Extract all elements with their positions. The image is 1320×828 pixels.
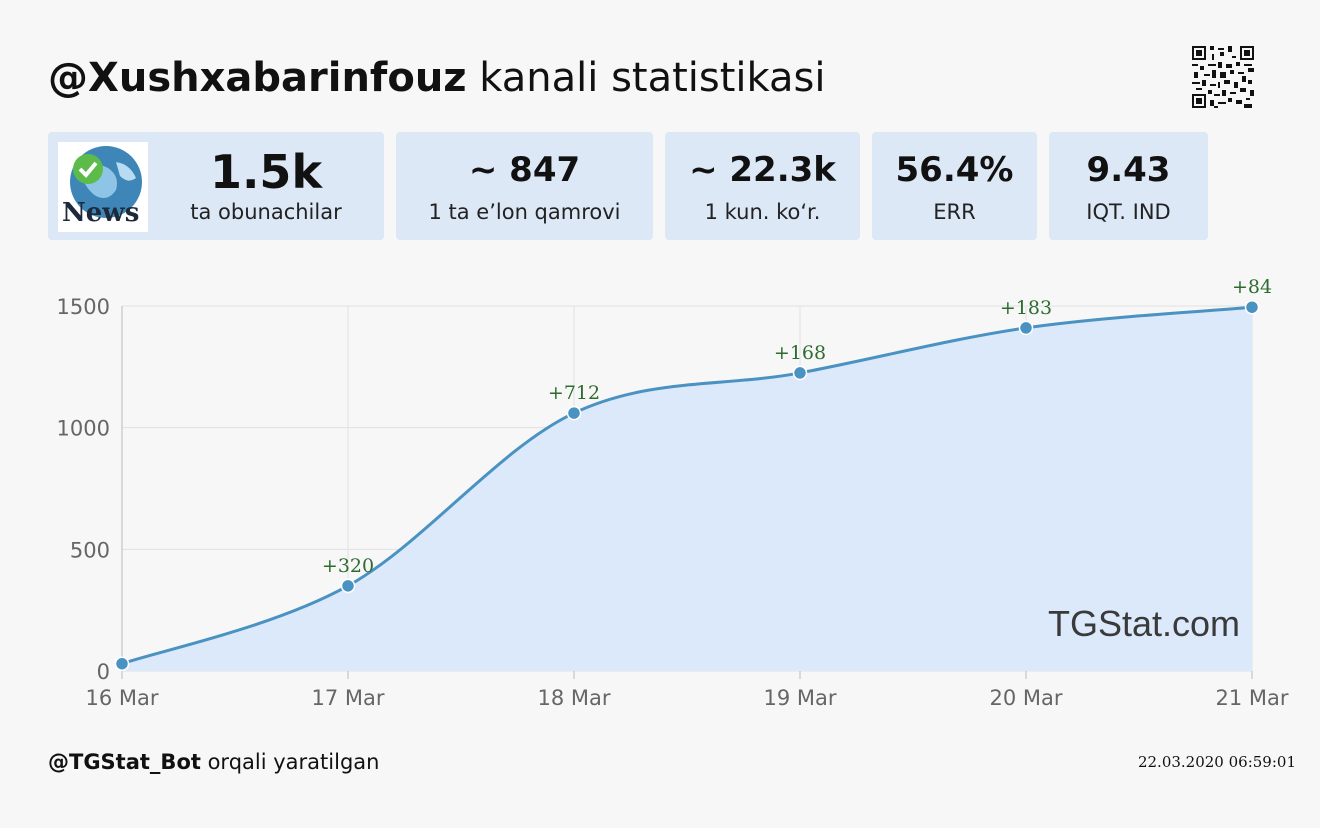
- footer-suffix: orqali yaratilgan: [200, 750, 380, 774]
- page-title: @Xushxabarinfouz kanali statistikasi: [48, 52, 825, 104]
- data-label: +712: [548, 382, 600, 404]
- err-card: 56.4% ERR: [872, 132, 1037, 240]
- avatar-text: News: [62, 198, 140, 228]
- data-label: +320: [322, 555, 374, 577]
- data-label: +168: [774, 342, 826, 364]
- data-point: [792, 365, 808, 381]
- bot-link[interactable]: @TGStat_Bot: [48, 750, 201, 774]
- post-reach-card: ~ 847 1 ta e’lon qamrovi: [396, 132, 653, 240]
- daily-views-label: 1 kun. ko‘r.: [704, 200, 821, 224]
- data-label: +84: [1232, 276, 1272, 298]
- x-tick-label: 21 Mar: [1215, 686, 1288, 710]
- post-reach-value: ~ 847: [468, 150, 581, 190]
- citation-index-card: 9.43 IQT. IND: [1049, 132, 1208, 240]
- x-tick-label: 16 Mar: [85, 686, 158, 710]
- y-tick-label: 500: [70, 538, 110, 562]
- data-point: [1018, 320, 1034, 336]
- y-tick-label: 1000: [57, 417, 110, 441]
- citation-index-label: IQT. IND: [1086, 200, 1171, 224]
- x-tick-label: 20 Mar: [989, 686, 1062, 710]
- x-tick-label: 17 Mar: [311, 686, 384, 710]
- data-point: [340, 578, 356, 594]
- data-point: [566, 405, 582, 421]
- data-point: [114, 656, 130, 671]
- data-label: +183: [1000, 297, 1052, 319]
- subscribers-value: 1.5k: [209, 145, 323, 199]
- title-suffix: kanali statistikasi: [466, 55, 826, 101]
- subscribers-label: ta obunachilar: [190, 200, 342, 224]
- y-tick-label: 0: [97, 660, 110, 684]
- post-reach-label: 1 ta e’lon qamrovi: [428, 200, 621, 224]
- data-point: [1244, 299, 1260, 315]
- watermark: TGStat.com: [1048, 603, 1240, 644]
- generated-timestamp: 22.03.2020 06:59:01: [1137, 753, 1296, 771]
- x-tick-label: 19 Mar: [763, 686, 836, 710]
- err-value: 56.4%: [895, 150, 1014, 190]
- x-tick-label: 18 Mar: [537, 686, 610, 710]
- channel-avatar: News: [58, 142, 148, 232]
- globe-check-icon: [70, 146, 142, 218]
- err-label: ERR: [933, 200, 976, 224]
- footer-credit: @TGStat_Bot orqali yaratilgan: [48, 748, 379, 776]
- subscribers-card: News 1.5k ta obunachilar: [48, 132, 384, 240]
- citation-index-value: 9.43: [1086, 150, 1171, 190]
- y-tick-label: 1500: [57, 295, 110, 319]
- channel-name: @Xushxabarinfouz: [48, 55, 467, 101]
- qr-code-icon: [1192, 46, 1254, 108]
- daily-views-value: ~ 22.3k: [689, 150, 836, 190]
- daily-views-card: ~ 22.3k 1 kun. ko‘r.: [665, 132, 860, 240]
- area-fill: [122, 307, 1252, 671]
- series-line: [121, 305, 1253, 666]
